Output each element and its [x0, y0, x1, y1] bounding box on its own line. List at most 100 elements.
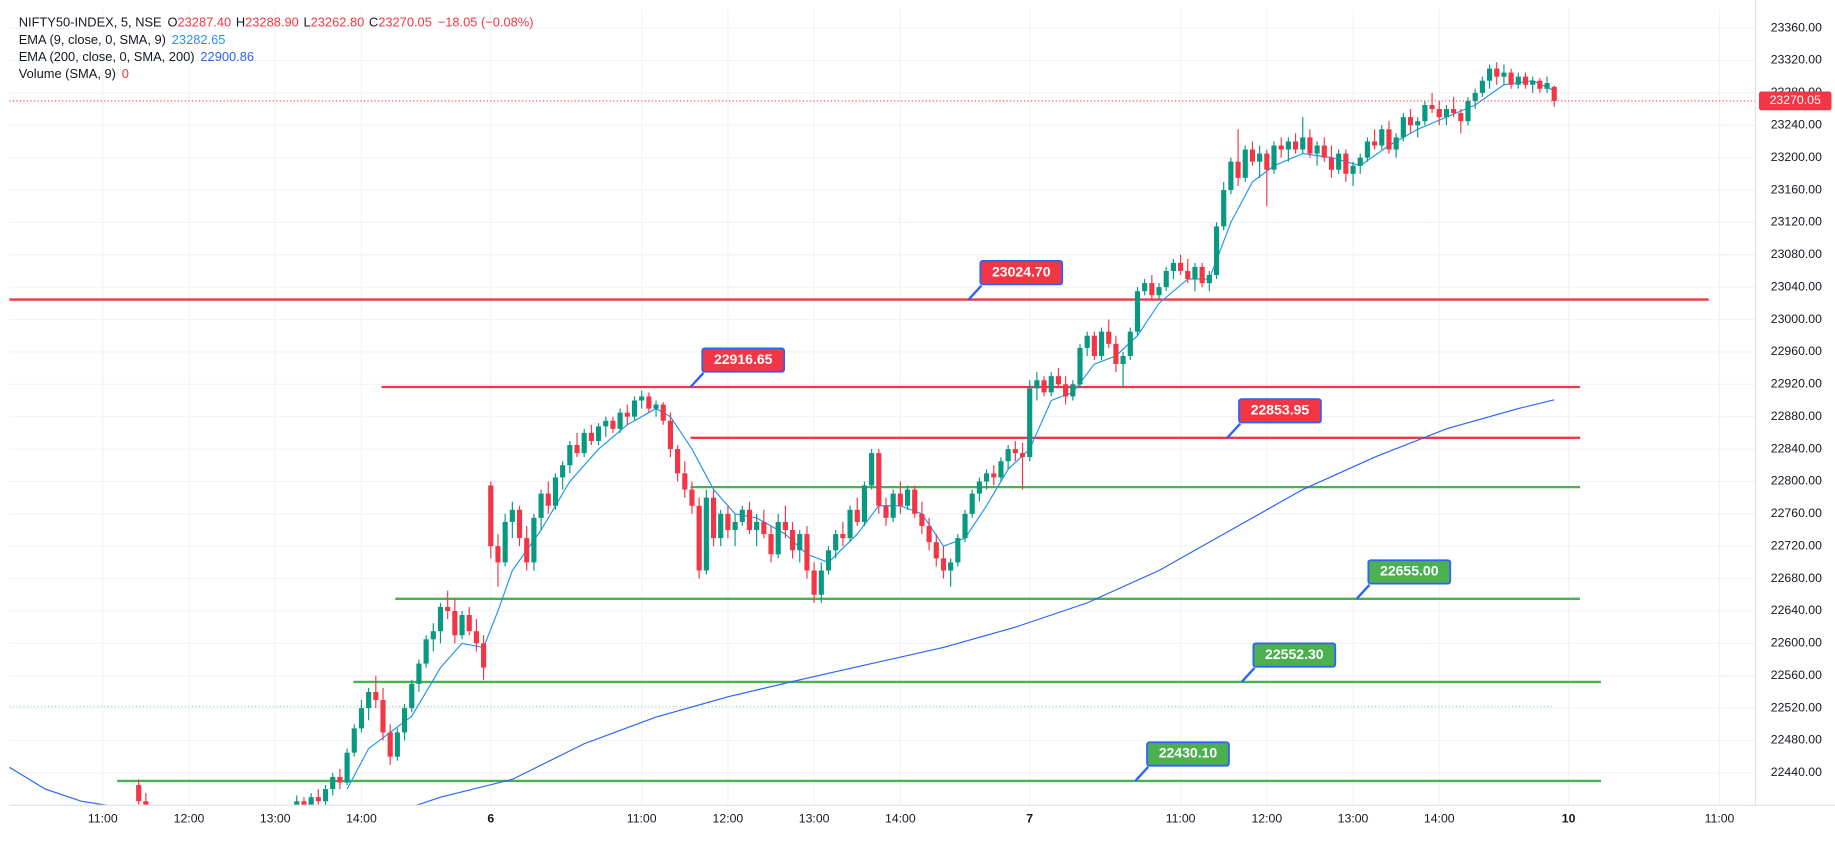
candle-body [1530, 80, 1536, 85]
x-tick-label: 11:00 [88, 812, 118, 826]
candle-body [1228, 161, 1234, 191]
candle-body [768, 534, 774, 555]
candle-body [545, 493, 551, 506]
candle-body [1005, 449, 1011, 462]
candle-body [502, 521, 508, 563]
candle-body [1098, 331, 1105, 356]
candle-body [710, 497, 717, 539]
candle-body [948, 562, 954, 571]
candle-body [869, 453, 875, 486]
candle-body [804, 534, 810, 571]
candle-body [394, 732, 400, 757]
level-label-box [1367, 559, 1452, 585]
candle-body [825, 550, 832, 571]
candle-body [409, 683, 415, 709]
candle-body [1106, 331, 1112, 344]
level-label-box [1252, 642, 1337, 668]
candle-body [969, 493, 975, 514]
x-tick-label: 10 [1562, 812, 1576, 826]
y-tick-label: 22720.00 [1771, 538, 1822, 552]
candle-body [531, 517, 537, 563]
candle-body [1515, 76, 1521, 85]
candle-body [933, 542, 939, 559]
candle-body [1264, 153, 1270, 170]
x-tick-label: 11:00 [1705, 812, 1735, 826]
candle-body [459, 615, 465, 636]
candle-body [1393, 137, 1399, 150]
candle-body [1127, 331, 1133, 356]
label: L [303, 15, 310, 30]
y-tick-label: 23240.00 [1771, 117, 1822, 131]
value: 23262.80 [311, 15, 365, 30]
y-tick-label: 22480.00 [1771, 733, 1822, 747]
candle-body [912, 489, 918, 514]
x-tick-label: 11:00 [627, 812, 657, 826]
candle-body [1372, 141, 1378, 146]
candle-body [1257, 153, 1263, 162]
candle-body [696, 505, 702, 571]
candle-body [322, 789, 329, 802]
y-tick-label: 23080.00 [1771, 247, 1822, 261]
price-tag-label: 23270.05 [1770, 93, 1821, 107]
candle-body [1544, 83, 1550, 89]
candle-body [1486, 68, 1493, 81]
levels: 23024.70 22916.65 22853.95 22655.00 22552.30… [9, 260, 1709, 783]
candle-body [538, 493, 544, 518]
candle-body [481, 643, 487, 668]
candle-body [775, 521, 781, 555]
indicator-name: EMA (9, close, 0, SMA, 9) [19, 32, 166, 47]
candle-body [624, 412, 630, 417]
candle-body [1070, 384, 1076, 397]
candle-body [1149, 283, 1155, 296]
candle-body [854, 509, 860, 522]
candle-body [1522, 76, 1529, 85]
candle-body [847, 509, 853, 539]
candle-body [1120, 355, 1126, 365]
candle-body [1321, 145, 1327, 158]
candle-body [1113, 343, 1119, 365]
level-label: 22655.00 [1380, 563, 1439, 579]
candle-body [732, 521, 738, 531]
level-label: 22430.10 [1159, 745, 1218, 761]
candle-body [1142, 283, 1148, 292]
candle-body [560, 465, 566, 478]
candle-body [344, 752, 350, 783]
level-pointer [1240, 667, 1256, 683]
candle-body [761, 521, 767, 535]
candle-body [301, 801, 307, 806]
candle-body [401, 708, 408, 733]
candle-body [1034, 380, 1040, 389]
level-label: 22552.30 [1265, 646, 1324, 662]
candle-body [595, 426, 602, 441]
candle-body [1328, 157, 1335, 170]
y-tick-label: 23360.00 [1771, 20, 1822, 34]
candle-body [337, 776, 343, 783]
level-label-box [979, 260, 1064, 286]
candle-body [1213, 226, 1220, 276]
candle-body [351, 728, 357, 753]
candle-body [1451, 109, 1457, 114]
label: C [369, 15, 378, 30]
candle-body [1537, 80, 1543, 89]
candle-body [1508, 72, 1514, 85]
y-tick-label: 22520.00 [1771, 700, 1822, 714]
candle-body [1407, 117, 1414, 126]
candle-body [1429, 105, 1435, 110]
candle-body [1221, 190, 1227, 227]
candle-body [739, 509, 745, 522]
candle-body [1436, 109, 1442, 118]
candle-body [1084, 335, 1090, 348]
candle-body [588, 432, 594, 441]
candle-body [833, 534, 839, 551]
candle-body [976, 481, 982, 494]
level-label-box [1146, 741, 1230, 767]
y-tick-label: 22840.00 [1771, 441, 1822, 455]
grid [9, 9, 1756, 806]
candle-body [1350, 165, 1356, 174]
candle-body [689, 489, 695, 506]
candle-body [1019, 453, 1026, 458]
candle-body [1156, 287, 1162, 296]
axes: 22440.00 22480.00 22520.00 22560.00 22600.00… [9, 0, 1835, 826]
candle-body [330, 776, 336, 790]
